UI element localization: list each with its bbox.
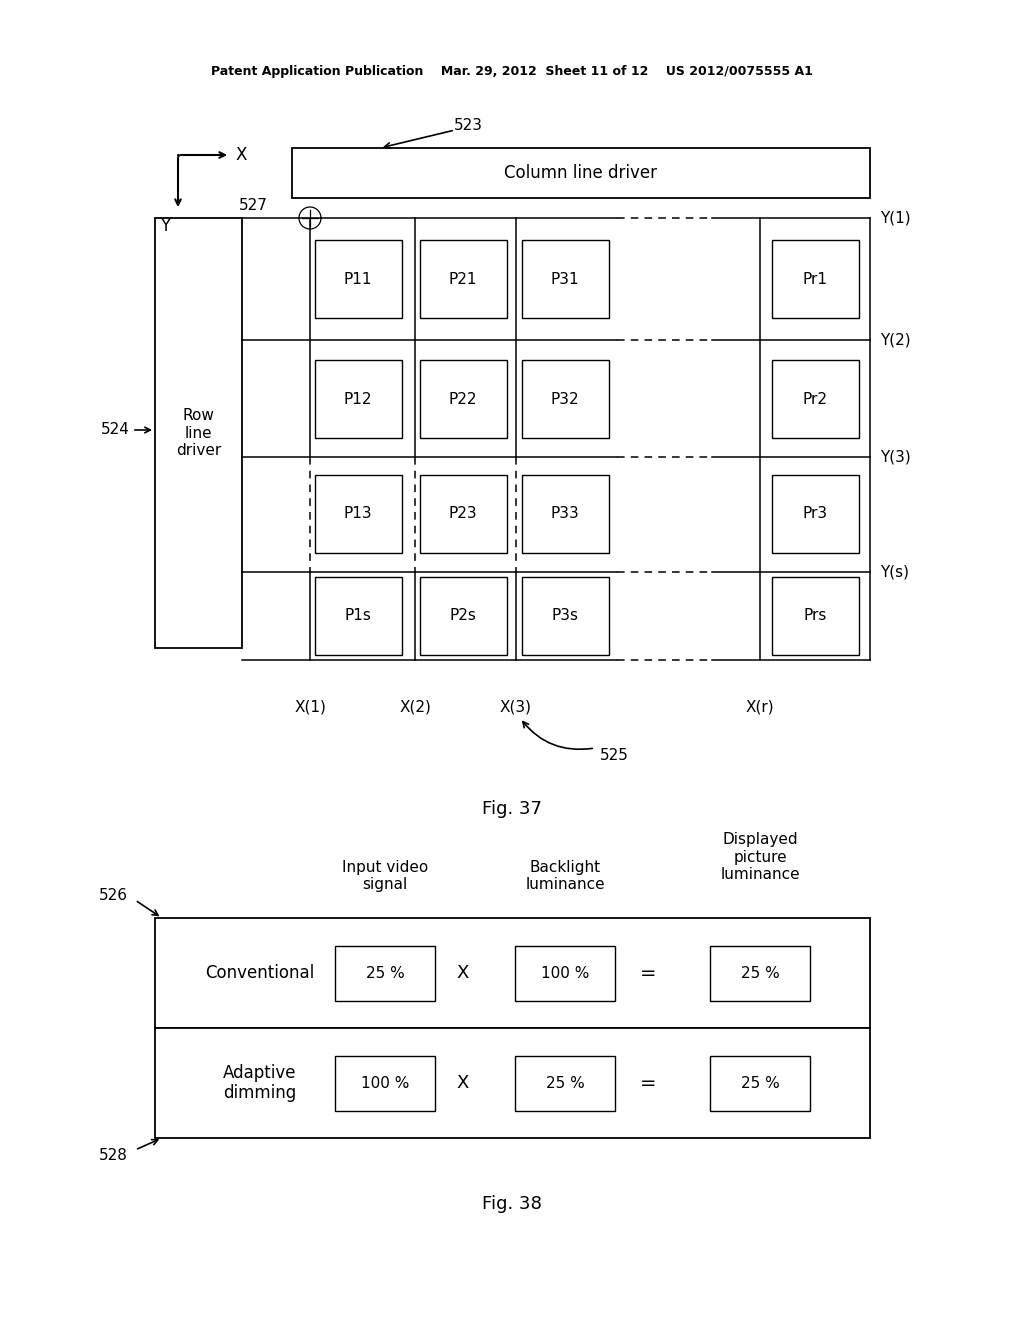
Bar <box>521 360 608 438</box>
Bar <box>521 577 608 655</box>
Text: 100 %: 100 % <box>360 1076 410 1090</box>
Bar <box>420 240 507 318</box>
Text: Displayed
picture
luminance: Displayed picture luminance <box>720 832 800 882</box>
Text: 524: 524 <box>101 422 130 437</box>
Bar <box>515 945 615 1001</box>
Text: P11: P11 <box>344 272 373 286</box>
Text: Prs: Prs <box>803 609 826 623</box>
Bar <box>771 577 858 655</box>
Text: P2s: P2s <box>450 609 476 623</box>
Text: Y(3): Y(3) <box>880 450 910 465</box>
Bar <box>155 1028 870 1138</box>
Text: 528: 528 <box>99 1147 128 1163</box>
Text: P31: P31 <box>551 272 580 286</box>
Bar <box>771 360 858 438</box>
Text: X(1): X(1) <box>294 700 326 715</box>
Text: Patent Application Publication    Mar. 29, 2012  Sheet 11 of 12    US 2012/00755: Patent Application Publication Mar. 29, … <box>211 66 813 78</box>
Bar <box>314 475 401 553</box>
Bar <box>771 240 858 318</box>
Text: Backlight
luminance: Backlight luminance <box>525 859 605 892</box>
Text: X(3): X(3) <box>500 700 532 715</box>
Text: Y(1): Y(1) <box>880 210 910 226</box>
Bar <box>335 945 435 1001</box>
Text: X(r): X(r) <box>745 700 774 715</box>
Text: Pr2: Pr2 <box>803 392 827 407</box>
Text: =: = <box>640 1073 656 1093</box>
Text: P23: P23 <box>449 507 477 521</box>
Text: 25 %: 25 % <box>546 1076 585 1090</box>
Bar <box>420 577 507 655</box>
Bar <box>314 360 401 438</box>
Bar <box>710 945 810 1001</box>
Bar <box>314 240 401 318</box>
Bar <box>292 148 870 198</box>
Text: Fig. 38: Fig. 38 <box>482 1195 542 1213</box>
Bar <box>335 1056 435 1110</box>
Text: P1s: P1s <box>344 609 372 623</box>
Text: Column line driver: Column line driver <box>505 164 657 182</box>
Text: P13: P13 <box>344 507 373 521</box>
Text: 527: 527 <box>240 198 268 213</box>
Text: P22: P22 <box>449 392 477 407</box>
Text: Y(s): Y(s) <box>880 565 909 579</box>
Bar <box>314 577 401 655</box>
Bar <box>771 475 858 553</box>
Text: =: = <box>640 964 656 982</box>
Text: 523: 523 <box>454 117 482 132</box>
Text: P33: P33 <box>551 507 580 521</box>
Text: X: X <box>234 147 247 164</box>
Text: 25 %: 25 % <box>740 1076 779 1090</box>
Text: P3s: P3s <box>552 609 579 623</box>
Text: Input video
signal: Input video signal <box>342 859 428 892</box>
Text: Conventional: Conventional <box>206 964 314 982</box>
Text: P32: P32 <box>551 392 580 407</box>
Text: Pr1: Pr1 <box>803 272 827 286</box>
Text: 526: 526 <box>99 887 128 903</box>
Bar <box>710 1056 810 1110</box>
Text: Y(2): Y(2) <box>880 333 910 347</box>
Text: 100 %: 100 % <box>541 965 589 981</box>
Bar <box>155 218 242 648</box>
Bar <box>521 475 608 553</box>
Text: 25 %: 25 % <box>366 965 404 981</box>
Text: X: X <box>457 964 469 982</box>
Text: Adaptive
dimming: Adaptive dimming <box>223 1064 297 1102</box>
Bar <box>521 240 608 318</box>
Bar <box>420 475 507 553</box>
Text: Row
line
driver: Row line driver <box>176 408 221 458</box>
Text: X: X <box>457 1074 469 1092</box>
Bar <box>155 917 870 1028</box>
Text: Fig. 37: Fig. 37 <box>482 800 542 818</box>
Text: 25 %: 25 % <box>740 965 779 981</box>
Text: Y: Y <box>160 216 170 235</box>
Bar <box>515 1056 615 1110</box>
Text: P12: P12 <box>344 392 373 407</box>
Text: X(2): X(2) <box>399 700 431 715</box>
Bar <box>420 360 507 438</box>
Text: Pr3: Pr3 <box>803 507 827 521</box>
Text: 525: 525 <box>600 747 629 763</box>
Text: P21: P21 <box>449 272 477 286</box>
